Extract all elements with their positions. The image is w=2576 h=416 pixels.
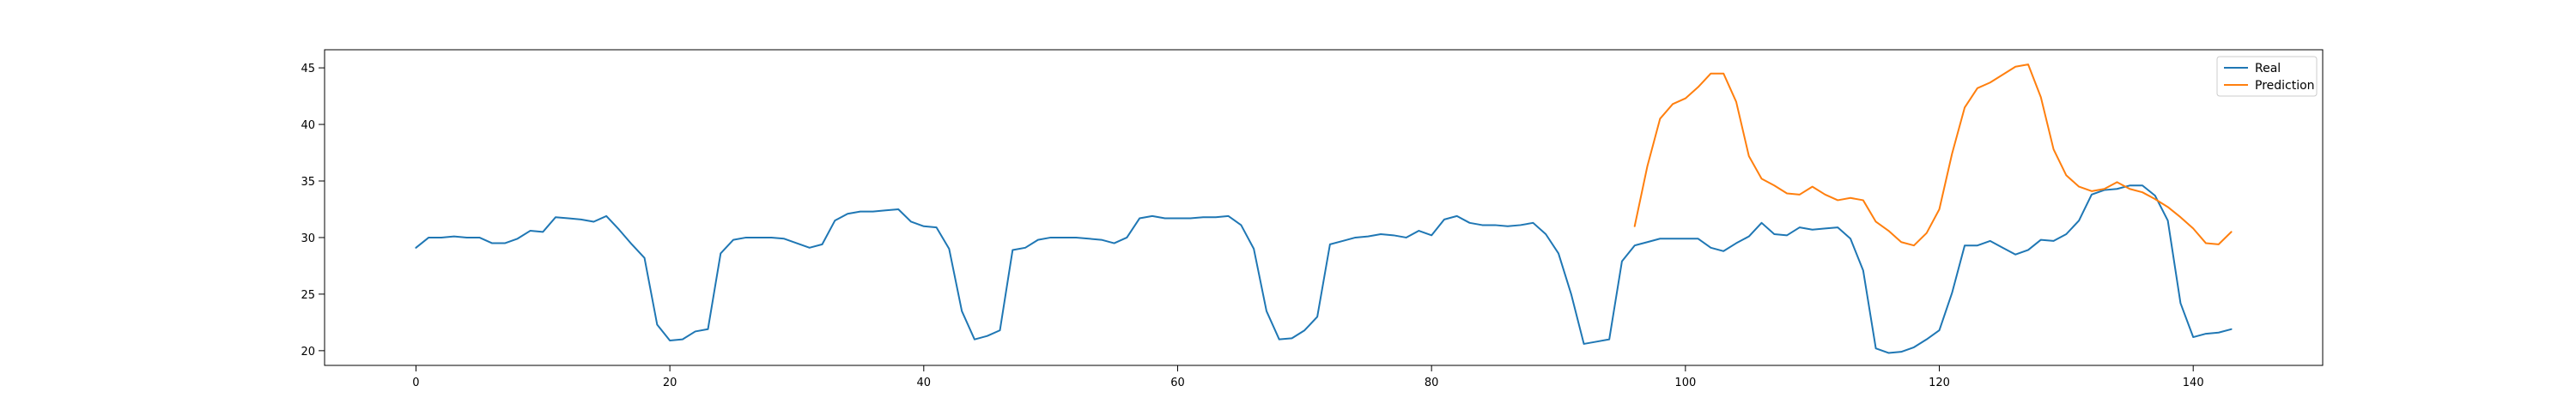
plot-marks — [415, 63, 2233, 354]
legend: Real Prediction — [2216, 56, 2318, 97]
x-tick-label: 120 — [1929, 377, 1950, 389]
x-tick-label: 0 — [412, 377, 419, 389]
y-tick-label: 20 — [301, 346, 315, 359]
y-tick-label: 45 — [301, 63, 315, 75]
legend-label-prediction: Prediction — [2255, 79, 2315, 93]
x-tick-label: 140 — [2183, 377, 2204, 389]
x-tick-label: 80 — [1425, 377, 1439, 389]
x-tick-label: 60 — [1170, 377, 1185, 389]
y-tick-label: 35 — [301, 176, 315, 189]
legend-label-real: Real — [2255, 62, 2281, 75]
legend-box — [2216, 56, 2318, 97]
x-tick-label: 20 — [663, 377, 677, 389]
x-tick-label: 40 — [917, 377, 932, 389]
series-line-prediction — [1633, 63, 2233, 247]
y-tick-label: 40 — [301, 119, 315, 132]
x-tick-label: 100 — [1674, 377, 1696, 389]
axes-frame — [324, 49, 2324, 366]
series-line-real — [415, 184, 2233, 354]
y-tick-label: 30 — [301, 232, 315, 245]
y-axis: 20 25 30 35 40 45 — [301, 63, 325, 359]
x-axis: 0 20 40 60 80 100 120 140 — [412, 365, 2204, 389]
y-tick-label: 25 — [301, 289, 315, 302]
